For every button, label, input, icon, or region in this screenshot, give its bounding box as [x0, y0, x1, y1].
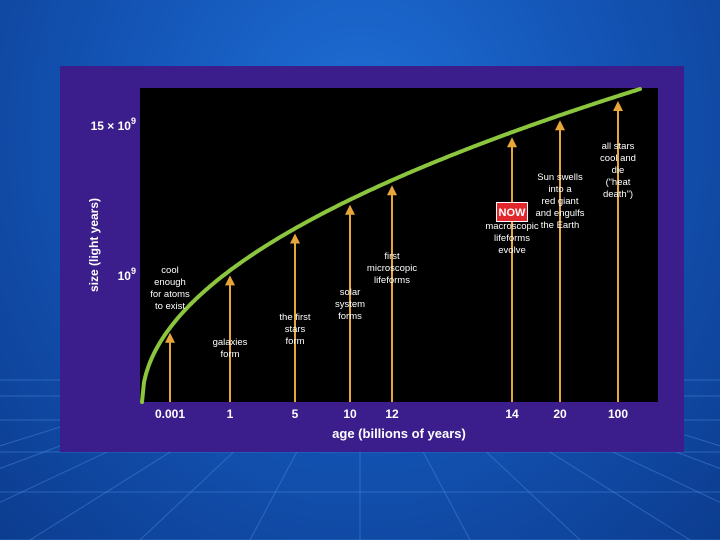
event-label-line: for atoms — [150, 289, 190, 300]
y-axis-label: size (light years) — [87, 198, 101, 292]
event-label-line: form — [221, 349, 240, 360]
event-label-line: enough — [154, 277, 186, 288]
chart-panel: cool enough for atoms to exist galaxies form t… — [60, 66, 684, 452]
arrow-head — [165, 332, 175, 343]
event-label-line: death”) — [603, 189, 633, 200]
arrow-head — [290, 233, 300, 244]
event-label: cool enough for atoms to exist — [150, 265, 190, 312]
x-axis-label: age (billions of years) — [332, 426, 466, 441]
event-label-line: into a — [548, 184, 572, 195]
event-arrow — [613, 100, 623, 402]
arrow-head — [613, 100, 623, 111]
y-tick-base: 15 × 10 — [91, 119, 132, 133]
now-badge — [497, 203, 527, 221]
event-label-line: first — [384, 251, 400, 262]
arrow-head — [387, 185, 397, 196]
event-label: Sun swells into a red giant and engulfs the … — [535, 172, 584, 231]
event-label-line: system — [335, 299, 365, 310]
event-label-line: galaxies — [213, 337, 248, 348]
event-label-line: Sun swells — [537, 172, 583, 183]
event-label-line: cool — [161, 265, 178, 276]
event-arrow — [290, 233, 300, 402]
x-tick-label: 20 — [553, 407, 567, 421]
x-tick-label: 1 — [227, 407, 234, 421]
event-label-line: red giant — [542, 196, 579, 207]
event-arrow — [507, 137, 517, 402]
event-label-line: to exist — [155, 301, 185, 312]
size-curve — [140, 87, 642, 404]
y-tick-base: 10 — [118, 269, 132, 283]
event-label-line: (“heat — [606, 177, 631, 188]
arrow-head — [345, 204, 355, 215]
x-tick-label: 5 — [292, 407, 299, 421]
x-tick-labels: 0.001 1 5 10 12 14 20 100 — [155, 407, 628, 421]
event-label-line: form — [286, 336, 305, 347]
event-label: first microscopic lifeforms — [367, 251, 417, 286]
event-label: all stars cool and die (“heat death”) — [600, 141, 636, 200]
event-label: solar system forms — [335, 287, 365, 322]
y-tick-label: 109 — [118, 266, 136, 283]
x-tick-label: 0.001 — [155, 407, 185, 421]
x-tick-label: 10 — [343, 407, 357, 421]
plot-area — [140, 88, 658, 402]
event-arrow — [225, 275, 235, 402]
event-arrows — [165, 100, 623, 402]
y-tick-exponent: 9 — [131, 116, 136, 126]
event-label-line: the first — [279, 312, 311, 323]
event-label-line: die — [612, 165, 625, 176]
event-arrow — [555, 120, 565, 402]
event-arrow — [165, 332, 175, 402]
event-label-line: solar — [340, 287, 361, 298]
now-badge-label: NOW — [499, 207, 527, 219]
event-label-line: lifeforms — [374, 275, 410, 286]
event-label-line: lifeforms — [494, 233, 530, 244]
event-arrow — [387, 185, 397, 402]
y-tick-exponent: 9 — [131, 266, 136, 276]
event-label-line: cool and — [600, 153, 636, 164]
x-tick-label: 14 — [505, 407, 519, 421]
event-label-line: macroscopic — [485, 221, 539, 232]
y-tick-label: 15 × 109 — [91, 116, 136, 133]
arrow-head — [507, 137, 517, 148]
event-label-line: forms — [338, 311, 362, 322]
x-tick-label: 100 — [608, 407, 628, 421]
event-label-line: evolve — [498, 245, 525, 256]
arrow-head — [225, 275, 235, 286]
event-label: macroscopic lifeforms evolve — [485, 221, 539, 256]
event-label-line: microscopic — [367, 263, 417, 274]
arrow-head — [555, 120, 565, 131]
event-label: galaxies form — [213, 337, 248, 360]
event-label-line: stars — [285, 324, 306, 335]
event-label-line: and engulfs — [535, 208, 584, 219]
event-label-line: all stars — [602, 141, 635, 152]
event-label-line: the Earth — [541, 220, 580, 231]
x-tick-label: 12 — [385, 407, 399, 421]
event-arrow — [345, 204, 355, 402]
event-label: the first stars form — [279, 312, 311, 347]
